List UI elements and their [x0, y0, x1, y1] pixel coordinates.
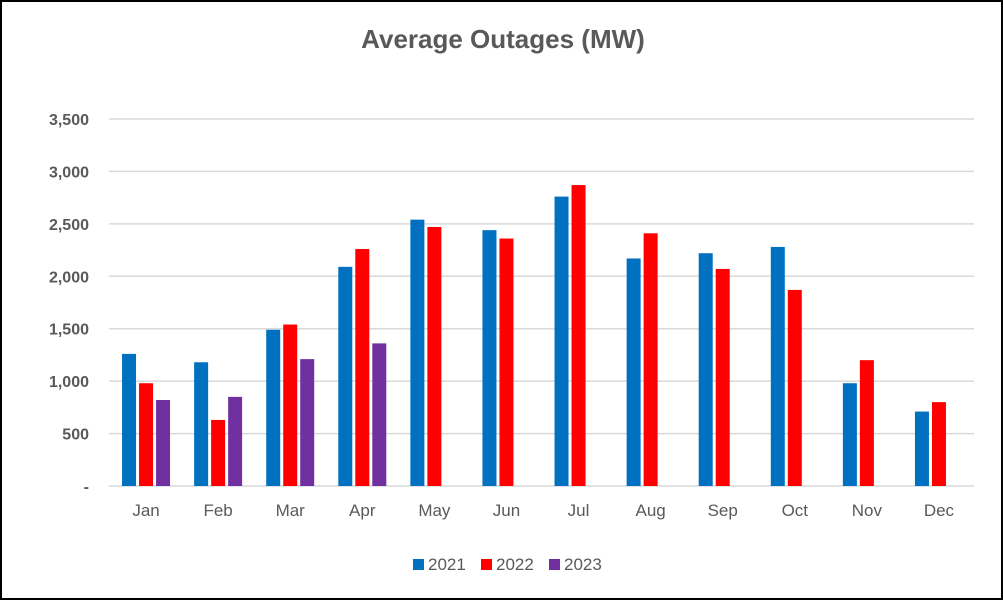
bar-2022-Jun [499, 238, 514, 486]
legend-swatch [549, 559, 560, 570]
bar-2021-Mar [266, 329, 281, 486]
bars [122, 185, 946, 487]
bar-2022-Oct [787, 289, 802, 486]
y-tick-label: 2,000 [49, 269, 89, 286]
y-tick-label: 3,000 [49, 164, 89, 181]
bar-2023-Mar [300, 359, 315, 486]
x-axis: Jan Feb Mar Apr May Jun Jul Aug Sep Oct Nov Dec [132, 501, 954, 520]
bar-2021-Nov [842, 383, 857, 486]
bar-2022-Sep [715, 268, 730, 486]
bar-2021-Sep [698, 253, 713, 486]
bar-2023-Feb [228, 396, 243, 486]
legend-item-2021: 2021 [413, 555, 466, 574]
bar-2021-Aug [626, 258, 641, 486]
x-tick-label: Apr [349, 501, 376, 520]
y-tick-label: 1,000 [49, 374, 89, 391]
bar-2021-Dec [914, 411, 929, 486]
y-tick-label: - [84, 479, 89, 496]
bar-2022-Nov [859, 360, 874, 486]
x-tick-label: Jun [493, 501, 520, 520]
legend-item-2023: 2023 [549, 555, 602, 574]
y-tick-label: 500 [62, 427, 89, 444]
bar-2022-Jan [139, 383, 154, 486]
bar-2022-Jul [571, 185, 586, 486]
bar-2021-Apr [338, 266, 353, 486]
bar-2021-Jul [554, 196, 569, 486]
bar-2023-Apr [372, 343, 387, 486]
bar-2022-May [427, 227, 442, 486]
legend-item-2022: 2022 [481, 555, 534, 574]
legend-label: 2022 [496, 555, 534, 574]
bar-2021-Jun [482, 230, 497, 486]
legend-label: 2023 [564, 555, 602, 574]
bar-2022-Apr [355, 249, 370, 486]
bar-2022-Mar [283, 324, 298, 486]
x-tick-label: Jul [568, 501, 590, 520]
bar-2021-May [410, 219, 425, 487]
bar-2022-Feb [211, 419, 226, 486]
legend-swatch [481, 559, 492, 570]
y-axis: - 500 1,000 1,500 2,000 2,500 3,000 3,500 [49, 112, 89, 496]
x-tick-label: Mar [276, 501, 306, 520]
bar-2021-Jan [122, 353, 137, 486]
x-tick-label: Sep [708, 501, 738, 520]
x-tick-label: Jan [132, 501, 159, 520]
bar-2022-Aug [643, 233, 658, 486]
legend-swatch [413, 559, 424, 570]
x-tick-label: May [418, 501, 451, 520]
legend-label: 2021 [428, 555, 466, 574]
y-tick-label: 1,500 [49, 322, 89, 339]
chart-title: Average Outages (MW) [361, 24, 645, 54]
bar-2021-Oct [770, 246, 785, 486]
gridlines [109, 118, 974, 487]
legend: 2021 2022 2023 [413, 555, 602, 574]
bar-2021-Feb [194, 362, 209, 486]
x-tick-label: Nov [852, 501, 883, 520]
x-tick-label: Feb [203, 501, 232, 520]
bar-2023-Jan [156, 400, 171, 486]
x-tick-label: Dec [924, 501, 955, 520]
y-tick-label: 2,500 [49, 217, 89, 234]
x-tick-label: Aug [636, 501, 666, 520]
bar-2022-Dec [931, 402, 946, 486]
x-tick-label: Oct [782, 501, 809, 520]
y-tick-label: 3,500 [49, 112, 89, 129]
